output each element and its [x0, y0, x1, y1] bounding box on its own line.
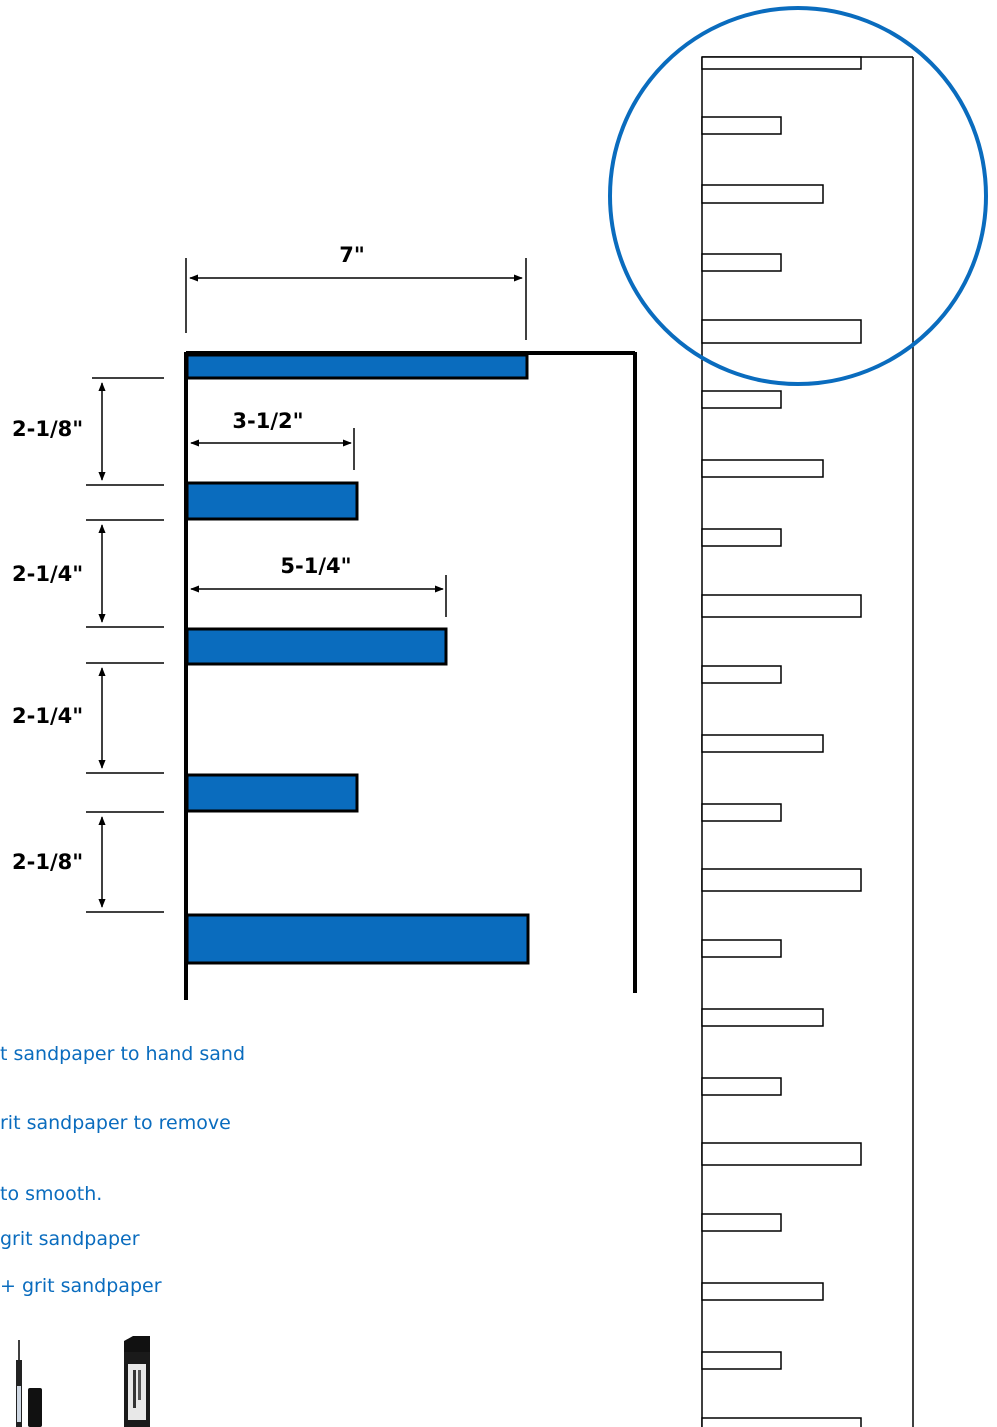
strip-tab: [701, 253, 782, 272]
shelf-arm-4: [185, 773, 359, 813]
strip-tab: [701, 1077, 782, 1096]
dimension-label-short: 3-1/2": [232, 409, 303, 433]
shelf-arm-3: [185, 627, 448, 666]
strip-tab: [701, 116, 782, 135]
spacing-label-1: 2-1/8": [12, 417, 83, 441]
strip-tab: [701, 1417, 862, 1427]
strip-tab: [701, 1213, 782, 1232]
strip-tab: [701, 528, 782, 547]
strip-tab: [701, 803, 782, 822]
strip-tab: [701, 939, 782, 958]
fine-marker-icon: [16, 1340, 42, 1427]
instruction-line-3: to smooth.: [0, 1183, 103, 1205]
strip-tab: [701, 1008, 824, 1027]
rack-strip: [701, 56, 914, 1427]
strip-tab: [701, 868, 862, 892]
strip-tab: [701, 184, 824, 204]
spacing-label-2: 2-1/4": [12, 562, 83, 586]
rack-frame: [184, 351, 637, 1000]
strip-tab: [701, 319, 862, 344]
shelf-arm-1: [185, 353, 529, 380]
instruction-line-5: + grit sandpaper: [0, 1275, 162, 1297]
strip-tab: [701, 1351, 782, 1370]
strip-tab: [701, 665, 782, 684]
instruction-line-4: grit sandpaper: [0, 1228, 140, 1250]
chisel-marker-icon: [124, 1336, 150, 1427]
strip-tab: [701, 734, 824, 753]
shelf-arms: [185, 353, 530, 965]
spacing-label-4: 2-1/8": [12, 850, 83, 874]
dimension-label-top: 7": [339, 243, 365, 267]
strip-tab: [701, 56, 862, 70]
strip-tab: [701, 390, 782, 409]
strip-tab: [701, 1142, 862, 1166]
shelf-arm-5: [185, 913, 530, 965]
strip-tab: [701, 459, 824, 478]
strip-tab: [701, 1282, 824, 1301]
shelf-arm-2: [185, 481, 359, 521]
width-dimensions: [185, 258, 527, 617]
dimension-label-mid: 5-1/4": [280, 554, 351, 578]
spacing-dimensions: [86, 377, 164, 913]
highlight-circle: [608, 6, 988, 386]
instruction-line-2: rit sandpaper to remove: [0, 1112, 231, 1134]
instruction-line-1: t sandpaper to hand sand: [0, 1043, 246, 1065]
strip-tab: [701, 594, 862, 618]
spacing-label-3: 2-1/4": [12, 704, 83, 728]
